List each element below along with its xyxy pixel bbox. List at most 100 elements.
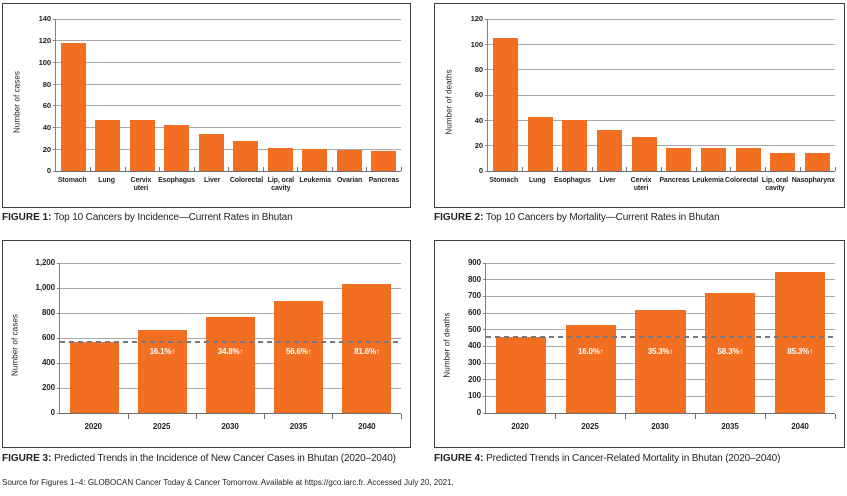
bar-cervix-uteri bbox=[129, 119, 155, 171]
bar-pancreas bbox=[666, 148, 692, 171]
x-tick-label-esophagus: Esophagus bbox=[553, 177, 591, 184]
y-tick-label: 0 bbox=[476, 408, 481, 417]
x-tick-label-cervix-uteri: Cervix uteri bbox=[130, 177, 152, 193]
figure-2-x-labels: Stomach Lung Esophagus Liver Cervix uteri Pan… bbox=[487, 177, 835, 194]
figure-1-bars bbox=[56, 19, 401, 171]
bar-lip-oral-cavity bbox=[267, 148, 293, 171]
gridline bbox=[56, 105, 401, 107]
x-tick-label-ovarian: Ovarian bbox=[336, 177, 363, 184]
bar-2040 bbox=[774, 271, 826, 413]
x-tick-mark bbox=[400, 167, 402, 171]
y-tick-label: 40 bbox=[474, 115, 483, 125]
figure-1-caption-label: FIGURE 1: bbox=[2, 212, 52, 223]
x-tick-mark bbox=[522, 167, 524, 171]
x-tick-label-liver: Liver bbox=[599, 177, 616, 184]
x-tick-label-leukemia: Leukemia bbox=[299, 177, 331, 184]
y-tick-mark bbox=[57, 312, 60, 314]
figure-2-plot-area: 0 20 40 60 80 100 120 bbox=[471, 15, 836, 174]
y-tick-label: 300 bbox=[467, 358, 481, 367]
y-tick-label: 60 bbox=[474, 90, 483, 100]
figure-1-caption: FIGURE 1: Top 10 Cancers by Incidence—Cu… bbox=[2, 212, 293, 223]
bar-pancreas bbox=[371, 151, 397, 171]
y-tick-mark bbox=[483, 329, 486, 331]
bar-2020 bbox=[495, 336, 547, 413]
figure-3-x-labels: 2020 2025 2030 2035 2040 bbox=[59, 422, 401, 432]
bar-lip-oral-cavity bbox=[770, 153, 796, 171]
bar-slot-lung bbox=[523, 19, 558, 171]
y-tick-label: 100 bbox=[470, 39, 483, 49]
y-tick-mark bbox=[485, 170, 488, 172]
y-tick-mark bbox=[483, 262, 486, 264]
bar-percent-label: 81.6%↑ bbox=[354, 347, 380, 356]
x-tick-mark bbox=[195, 414, 197, 419]
bar-2025 bbox=[565, 324, 616, 413]
bar-percent-label: 35.3%↑ bbox=[647, 347, 674, 356]
y-tick-mark bbox=[53, 170, 56, 172]
x-tick-label-leukemia: Leukemia bbox=[692, 177, 724, 184]
bar-slot-cervix-uteri bbox=[627, 19, 662, 171]
gridline bbox=[488, 43, 835, 45]
x-tick-mark bbox=[555, 414, 557, 419]
x-tick-label-2030: 2030 bbox=[221, 422, 239, 431]
x-tick-mark bbox=[331, 167, 333, 171]
x-tick-label-lung: Lung bbox=[528, 177, 546, 184]
x-tick-mark bbox=[332, 414, 334, 419]
gridline bbox=[60, 287, 401, 289]
gridline bbox=[56, 18, 401, 20]
figure-1-x-labels: Stomach Lung Cervix uteri Esophagus Liver Col… bbox=[55, 177, 401, 194]
x-tick-label-pancreas: Pancreas bbox=[659, 177, 690, 184]
bar-slot-2040: 81.6%↑ bbox=[333, 263, 401, 413]
x-tick-label-nasopharynx: Nasopharynx bbox=[791, 177, 835, 184]
gridline bbox=[60, 262, 401, 264]
x-tick-mark bbox=[124, 167, 126, 171]
y-tick-mark bbox=[485, 145, 488, 147]
x-tick-label-stomach: Stomach bbox=[57, 177, 87, 184]
x-tick-mark bbox=[694, 414, 696, 419]
x-tick-mark bbox=[591, 167, 593, 171]
y-tick-label: 400 bbox=[41, 358, 55, 367]
x-tick-label-2040: 2040 bbox=[791, 422, 809, 431]
x-tick-mark bbox=[834, 167, 836, 171]
bar-esophagus bbox=[164, 125, 190, 171]
y-tick-label: 200 bbox=[467, 374, 481, 384]
y-tick-mark bbox=[485, 119, 488, 121]
figure-4-panel: Number of deaths 0 100 200 300 400 500 600 700 80… bbox=[434, 240, 845, 448]
y-tick-label: 0 bbox=[46, 166, 51, 176]
bar-nasopharynx bbox=[805, 153, 831, 171]
baseline-dashed-line bbox=[486, 336, 835, 338]
bar-cervix-uteri bbox=[631, 136, 657, 171]
y-tick-mark bbox=[57, 337, 60, 339]
x-tick-label-lip-oral-cavity: Lip, oral cavity bbox=[761, 177, 789, 193]
bar-slot-2025: 16.0%↑ bbox=[556, 263, 626, 413]
bar-2040 bbox=[342, 283, 392, 413]
bar-2035 bbox=[274, 301, 324, 413]
bar-slot-stomach bbox=[488, 19, 523, 171]
gridline bbox=[488, 94, 835, 96]
bar-slot-liver bbox=[592, 19, 627, 171]
y-tick-mark bbox=[53, 18, 56, 20]
figure-2-bars bbox=[488, 19, 835, 171]
y-tick-label: 1,200 bbox=[35, 258, 55, 267]
y-tick-label: 600 bbox=[41, 333, 55, 342]
x-tick-label-stomach: Stomach bbox=[489, 177, 519, 184]
bar-stomach bbox=[60, 42, 86, 171]
x-tick-mark bbox=[159, 167, 160, 171]
figure-4-plot-area: 0 100 200 300 400 500 600 700 800 900 16.0%↑ 35.3%↑… bbox=[468, 259, 836, 419]
bar-slot-lip-oral-cavity bbox=[766, 19, 801, 171]
y-tick-mark bbox=[53, 148, 56, 150]
x-tick-label-2020: 2020 bbox=[511, 422, 529, 431]
y-tick-mark bbox=[485, 94, 488, 96]
y-tick-label: 120 bbox=[470, 14, 483, 24]
x-tick-mark bbox=[765, 167, 767, 171]
y-tick-label: 1,000 bbox=[35, 283, 55, 292]
x-tick-mark bbox=[228, 167, 229, 171]
x-tick-label-2025: 2025 bbox=[152, 422, 171, 431]
x-tick-mark bbox=[264, 414, 266, 419]
bar-slot-2020 bbox=[486, 263, 556, 413]
y-tick-label: 200 bbox=[41, 383, 55, 392]
x-tick-mark bbox=[764, 414, 766, 419]
figure-4-x-labels: 2020 2025 2030 2035 2040 bbox=[485, 422, 835, 432]
bar-slot-colorectal bbox=[229, 19, 264, 171]
bar-slot-esophagus bbox=[160, 19, 195, 171]
